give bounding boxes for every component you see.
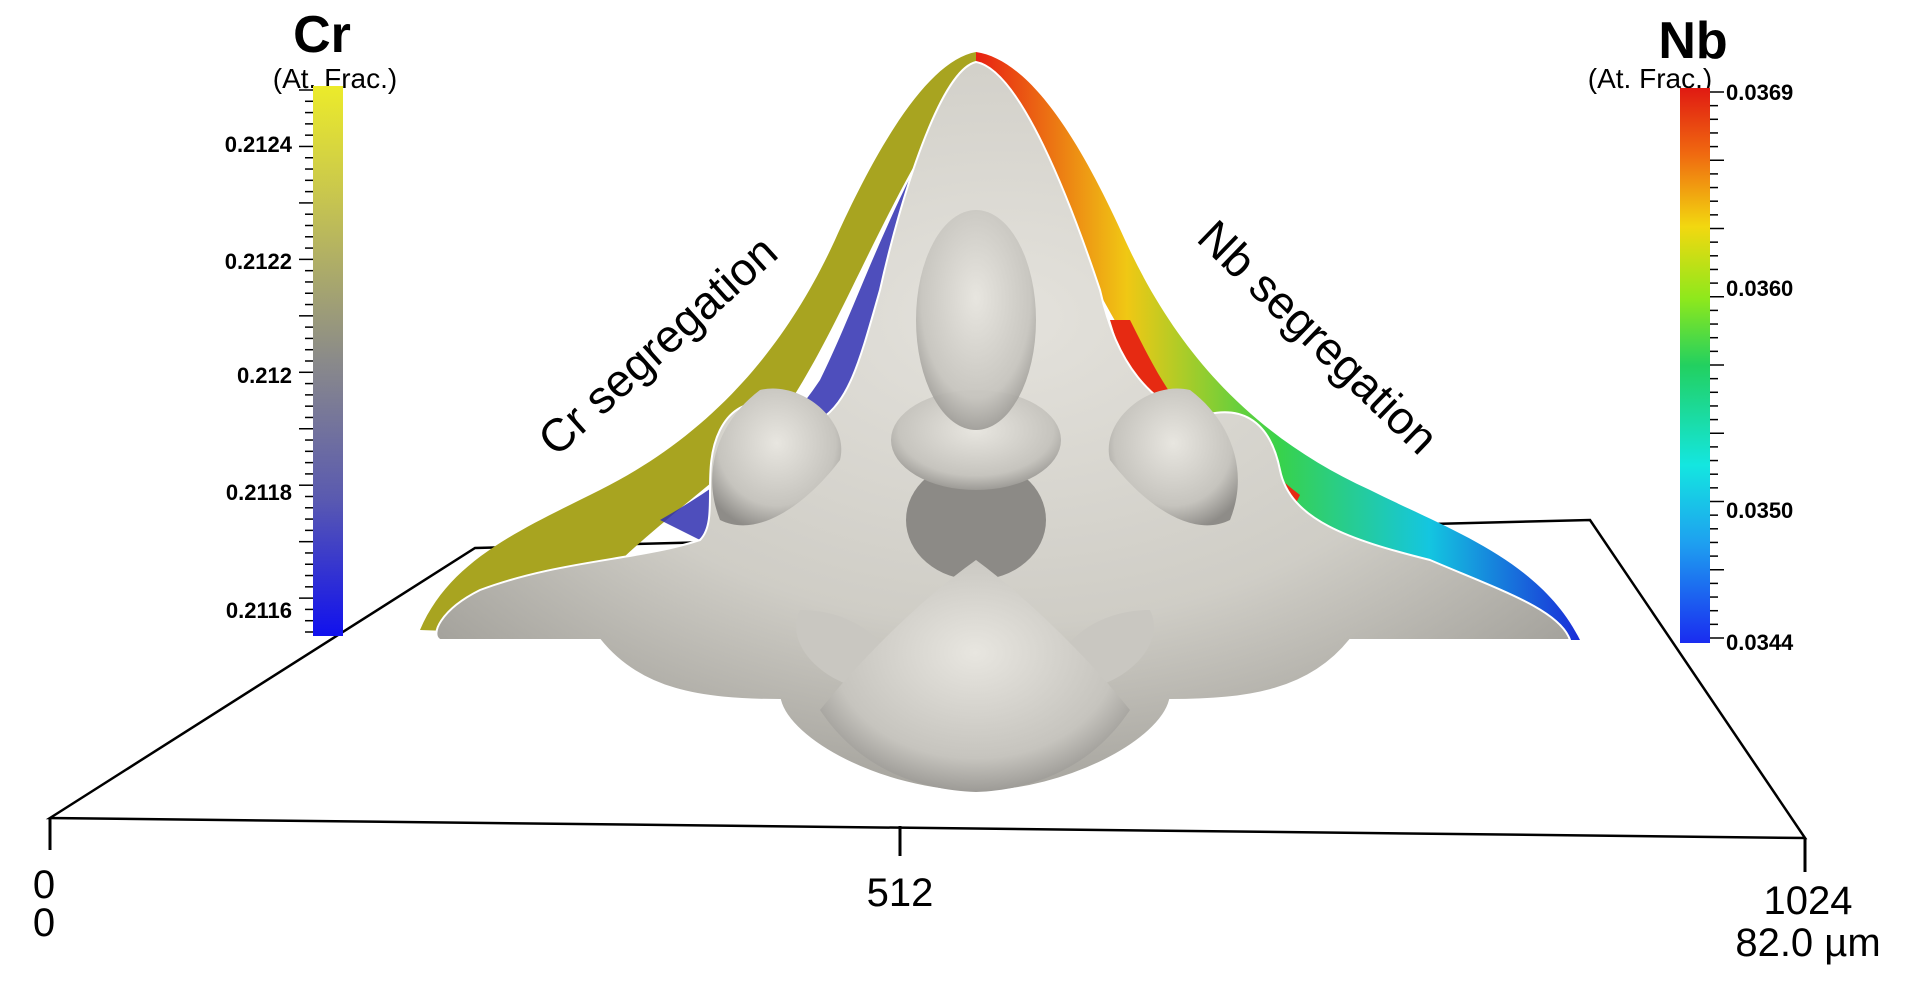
cr-tick-label: 0.2118 <box>226 480 292 505</box>
nb-tick-label: 0.0369 <box>1726 80 1793 105</box>
cr-segregation-envelope <box>420 52 976 635</box>
axis-tick-label: 512 <box>867 871 934 915</box>
nb-colorbar-ticks <box>1710 91 1724 639</box>
axis-tick-label: 1024 <box>1764 879 1853 923</box>
cr-colorbar-title: Cr <box>293 6 351 64</box>
dendrite-solid <box>435 60 1572 794</box>
axis-tick-label: 82.0 µm <box>1735 921 1880 965</box>
cr-colorbar-ticks <box>299 89 313 633</box>
cr-tick-label: 0.212 <box>237 363 292 388</box>
cr-tick-label: 0.2116 <box>226 598 292 623</box>
nb-tick-label: 0.0360 <box>1726 276 1793 301</box>
nb-tick-label: 0.0344 <box>1726 630 1794 655</box>
nb-colorbar: Nb (At. Frac.) 0.0369 0.0360 0.0350 0.03… <box>1588 12 1794 655</box>
cr-colorbar: Cr (At. Frac.) 0.2124 0.2122 0.212 0.211… <box>225 6 397 636</box>
domain-box <box>45 518 1808 840</box>
cr-colorbar-gradient <box>313 86 343 636</box>
nb-colorbar-title: Nb <box>1658 12 1727 70</box>
nb-colorbar-gradient <box>1680 88 1710 643</box>
nb-segregation-envelope <box>976 52 1580 640</box>
cr-tick-label: 0.2124 <box>225 132 293 157</box>
cr-tick-label: 0.2122 <box>225 249 292 274</box>
axis-tick-label: 0 <box>33 901 55 945</box>
x-axis: 0 0 512 1024 82.0 µm <box>33 818 1881 965</box>
nb-tick-label: 0.0350 <box>1726 498 1793 523</box>
axis-tick-label: 0 <box>33 863 55 907</box>
